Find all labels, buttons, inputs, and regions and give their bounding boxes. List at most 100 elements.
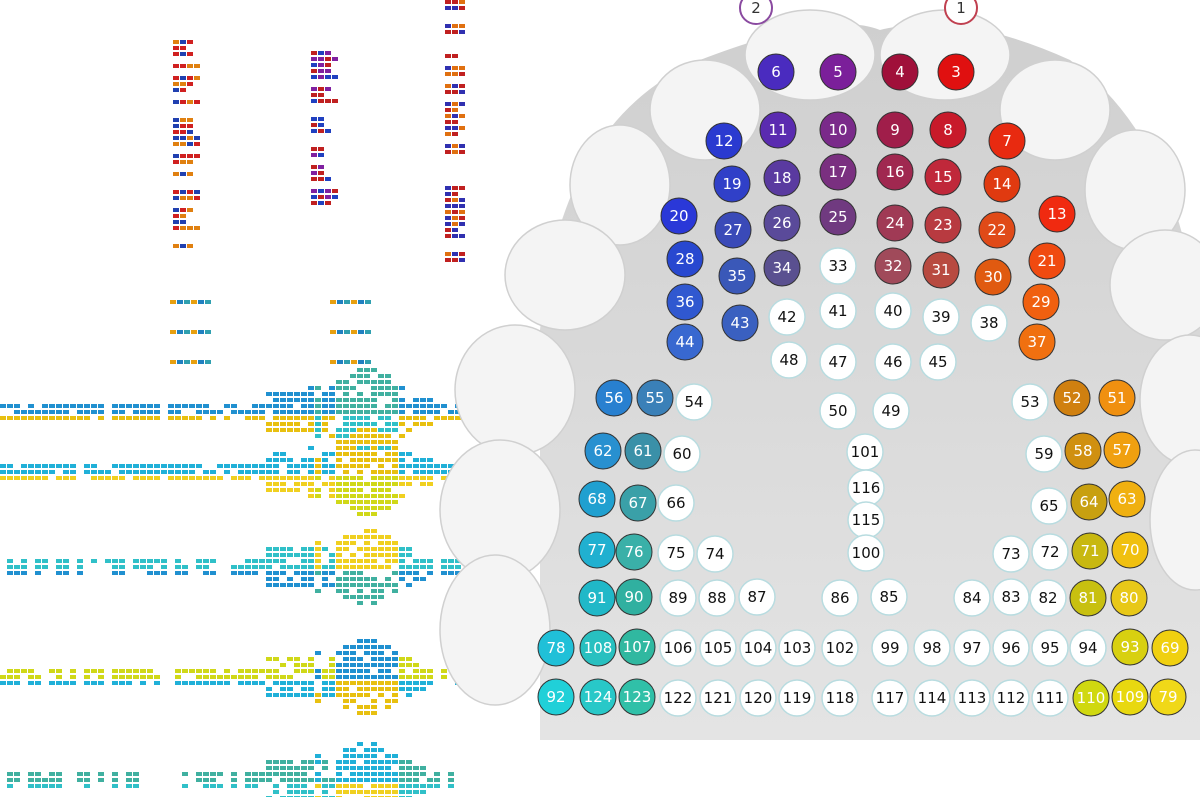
raster-cell xyxy=(308,410,314,414)
raster-cell xyxy=(49,470,55,474)
raster-cell xyxy=(63,410,69,414)
raster-cell xyxy=(364,428,370,432)
electrode xyxy=(881,53,919,91)
raster-cell xyxy=(210,675,216,679)
raster-cell xyxy=(301,784,307,788)
electrode xyxy=(1064,432,1102,470)
raster-cell xyxy=(378,583,384,587)
raster-cell xyxy=(126,404,132,408)
electrode xyxy=(913,629,951,667)
raster-cell xyxy=(365,360,371,364)
raster-cell xyxy=(357,482,363,486)
raster-cell xyxy=(364,410,370,414)
raster-cell xyxy=(287,470,293,474)
raster-cell xyxy=(266,565,272,569)
electrode-label: 56 xyxy=(604,389,623,407)
raster-cell xyxy=(191,300,197,304)
raster-cell xyxy=(173,52,179,56)
raster-cell xyxy=(311,189,317,193)
raster-cell xyxy=(308,392,314,396)
raster-cell xyxy=(182,772,188,776)
raster-cell xyxy=(287,790,293,794)
electrode xyxy=(666,323,704,361)
raster-cell xyxy=(98,772,104,776)
raster-cell xyxy=(84,681,90,685)
raster-cell xyxy=(399,452,405,456)
raster-cell xyxy=(180,88,186,92)
raster-cell xyxy=(392,772,398,776)
raster-cell xyxy=(378,446,384,450)
raster-cell xyxy=(245,559,251,563)
raster-cell xyxy=(308,559,314,563)
raster-cell xyxy=(371,428,377,432)
electrode-label: 38 xyxy=(979,314,998,332)
raster-cell xyxy=(371,699,377,703)
raster-cell xyxy=(336,380,342,384)
raster-cell xyxy=(173,220,179,224)
raster-cell xyxy=(385,681,391,685)
electrode xyxy=(1028,242,1066,280)
raster-cell xyxy=(336,790,342,794)
raster-cell xyxy=(420,398,426,402)
raster-cell xyxy=(14,416,20,420)
raster-cell xyxy=(266,571,272,575)
raster-cell xyxy=(280,778,286,782)
raster-cell xyxy=(177,300,183,304)
electrode-label: 46 xyxy=(883,353,902,371)
raster-cell xyxy=(56,559,62,563)
raster-cell xyxy=(189,669,195,673)
raster-cell xyxy=(294,428,300,432)
raster-cell xyxy=(452,66,458,70)
raster-cell xyxy=(266,404,272,408)
raster-cell xyxy=(343,488,349,492)
raster-cell xyxy=(245,784,251,788)
raster-cell xyxy=(371,766,377,770)
electrode-label: 67 xyxy=(628,494,647,512)
raster-cell xyxy=(385,446,391,450)
raster-cell xyxy=(180,40,186,44)
raster-cell xyxy=(399,663,405,667)
raster-cell xyxy=(70,476,76,480)
raster-cell xyxy=(308,428,314,432)
raster-cell xyxy=(399,464,405,468)
raster-cell xyxy=(173,100,179,104)
raster-cell xyxy=(336,766,342,770)
raster-cell xyxy=(294,583,300,587)
raster-cell xyxy=(133,784,139,788)
raster-cell xyxy=(266,476,272,480)
raster-cell xyxy=(371,488,377,492)
raster-cell xyxy=(420,476,426,480)
raster-cell xyxy=(147,476,153,480)
raster-cell xyxy=(371,476,377,480)
raster-cell xyxy=(413,464,419,468)
electrode-label: 54 xyxy=(684,393,703,411)
raster-cell xyxy=(70,675,76,679)
raster-cell xyxy=(385,577,391,581)
raster-cell xyxy=(445,132,451,136)
raster-cell xyxy=(336,446,342,450)
raster-cell xyxy=(452,192,458,196)
electrode xyxy=(1151,629,1189,667)
raster-cell xyxy=(371,547,377,551)
raster-cell xyxy=(441,669,447,673)
raster-cell xyxy=(385,565,391,569)
raster-cell xyxy=(399,778,405,782)
raster-cell xyxy=(371,760,377,764)
electrode-label: 44 xyxy=(675,333,694,351)
raster-cell xyxy=(187,226,193,230)
raster-cell xyxy=(392,446,398,450)
raster-cell xyxy=(70,404,76,408)
reference-marker xyxy=(739,0,773,25)
raster-cell xyxy=(84,470,90,474)
electrode xyxy=(1029,579,1067,617)
raster-cell xyxy=(180,76,186,80)
raster-cell xyxy=(173,190,179,194)
electrode xyxy=(821,679,859,717)
electrode xyxy=(579,678,617,716)
raster-cell xyxy=(336,687,342,691)
electrode xyxy=(876,153,914,191)
raster-cell xyxy=(399,669,405,673)
raster-cell xyxy=(371,748,377,752)
raster-cell xyxy=(301,669,307,673)
